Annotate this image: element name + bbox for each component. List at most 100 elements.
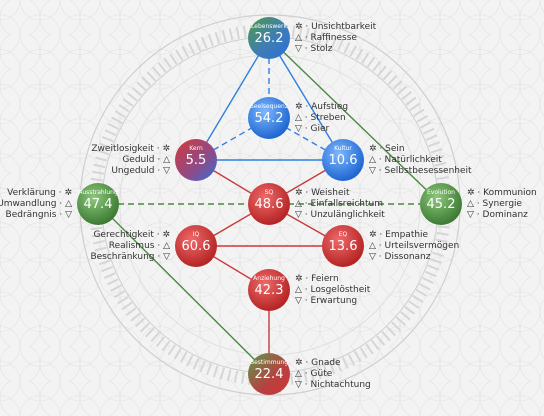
- node-labels-eq: ✲ · Empathie △ · Urteilsvermögen ▽ · Disso…: [369, 230, 459, 263]
- node-title-kultur: Kultur: [334, 145, 352, 152]
- sun-label: ✲ · Unsichtbarkeit: [295, 22, 377, 32]
- sun-label: ✲ · Kommunion: [467, 188, 537, 198]
- triangle-down-icon: ▽: [295, 44, 302, 54]
- sun-label: ✲ · Aufstieg: [295, 102, 349, 112]
- sun-label: Verklärung · ✲: [7, 188, 72, 198]
- node-labels-ausstrahlung: Verklärung · ✲ Umwandlung · △ Bedrängnis ·…: [0, 188, 72, 221]
- node-title-lebenswerk: Lebenswerk: [251, 23, 287, 30]
- triangle-down-icon: ▽: [369, 252, 376, 262]
- label-text: Raffinesse: [310, 33, 357, 43]
- node-value-lebenswerk: 26.2: [254, 31, 284, 46]
- edge-lebenswerk-evolution: [268, 37, 442, 205]
- label-text: Verklärung: [7, 188, 56, 198]
- triangle-down-label: Ungeduld · ▽: [111, 166, 170, 176]
- node-title-kern: Kern: [189, 145, 203, 152]
- label-text: Unsichtbarkeit: [311, 22, 377, 32]
- sun-label: ✲ · Sein: [369, 144, 405, 154]
- label-text: Geduld: [122, 155, 155, 165]
- node-value-ausstrahlung: 47.4: [83, 197, 113, 212]
- triangle-up-label: △ · Synergie: [467, 199, 523, 209]
- node-value-kultur: 10.6: [328, 153, 358, 168]
- node-title-eq: EQ: [338, 231, 348, 238]
- triangle-down-label: ▽ · Unzulänglichkeit: [295, 210, 385, 220]
- triangle-up-label: △ · Natürlichkeit: [369, 155, 442, 165]
- triangle-up-label: Geduld · △: [122, 155, 170, 165]
- nodes: [77, 17, 462, 395]
- node-value-iq: 60.6: [181, 239, 211, 254]
- label-text: Feiern: [311, 274, 339, 284]
- triangle-down-icon: ▽: [295, 210, 302, 220]
- node-eq[interactable]: [322, 225, 364, 267]
- triangle-up-icon: △: [467, 199, 474, 209]
- node-seelsequenz[interactable]: [248, 97, 290, 139]
- node-title-seelsequenz: Seelsequenz: [250, 103, 288, 110]
- label-text: Nichtachtung: [310, 380, 371, 390]
- triangle-up-label: Umwandlung · △: [0, 199, 72, 210]
- label-text: Einfallsreichtum: [310, 199, 383, 209]
- node-value-kern: 5.5: [185, 153, 207, 168]
- triangle-up-icon: △: [295, 285, 302, 295]
- label-text: Dissonanz: [384, 252, 431, 262]
- label-text: Stolz: [310, 44, 333, 54]
- triangle-down-label: ▽ · Dominanz: [467, 210, 528, 220]
- sun-icon: ✲: [64, 188, 72, 198]
- node-labels-bestimmung: ✲ · Gnade △ · Güte ▽ · Nichtachtung: [295, 358, 371, 391]
- node-sq[interactable]: [248, 183, 290, 225]
- label-text: Weisheit: [311, 188, 350, 198]
- triangle-up-icon: △: [295, 113, 302, 123]
- label-text: Gnade: [311, 358, 341, 368]
- node-kern[interactable]: [175, 139, 217, 181]
- node-kultur[interactable]: [322, 139, 364, 181]
- sun-label: ✲ · Weisheit: [295, 188, 350, 198]
- sun-label: ✲ · Feiern: [295, 274, 339, 284]
- node-iq[interactable]: [175, 225, 217, 267]
- node-title-ausstrahlung: Ausstrahlung: [78, 189, 118, 196]
- triangle-up-icon: △: [295, 369, 302, 379]
- triangle-down-icon: ▽: [467, 210, 474, 220]
- node-value-sq: 48.6: [254, 197, 284, 212]
- triangle-down-icon: ▽: [163, 252, 170, 262]
- label-text: Ungeduld: [111, 166, 155, 176]
- triangle-up-icon: △: [369, 155, 376, 165]
- sun-icon: ✲: [369, 230, 377, 240]
- triangle-up-icon: △: [163, 241, 170, 251]
- sun-label: Zweitlosigkeit · ✲: [91, 144, 170, 154]
- triangle-down-icon: ▽: [369, 166, 376, 176]
- node-value-eq: 13.6: [328, 239, 358, 254]
- node-labels-evolution: ✲ · Kommunion △ · Synergie ▽ · Dominanz: [467, 188, 537, 221]
- edge-lebenswerk-kern: [195, 37, 270, 161]
- triangle-down-icon: ▽: [295, 380, 302, 390]
- triangle-up-icon: △: [295, 199, 302, 209]
- triangle-up-label: △ · Streben: [295, 113, 346, 123]
- triangle-down-label: Beschränkung · ▽: [90, 252, 170, 262]
- triangle-down-icon: ▽: [295, 296, 302, 306]
- label-text: Losgelöstheit: [310, 285, 371, 295]
- node-ausstrahlung[interactable]: [77, 183, 119, 225]
- triangle-down-label: ▽ · Selbstbesessenheit: [369, 166, 472, 176]
- sun-label: ✲ · Gnade: [295, 358, 341, 368]
- sun-icon: ✲: [369, 144, 377, 154]
- label-text: Zweitlosigkeit: [91, 144, 154, 154]
- triangle-up-label: △ · Raffinesse: [295, 33, 357, 43]
- edge-lebenswerk-kultur: [268, 37, 344, 161]
- sun-icon: ✲: [295, 188, 303, 198]
- sun-icon: ✲: [295, 22, 303, 32]
- node-labels-lebenswerk: ✲ · Unsichtbarkeit △ · Raffinesse ▽ · Stol…: [295, 22, 376, 55]
- node-lebenswerk[interactable]: [248, 17, 290, 59]
- label-text: Aufstieg: [311, 102, 349, 112]
- node-bestimmung[interactable]: [248, 353, 290, 395]
- node-anziehung[interactable]: [248, 269, 290, 311]
- triangle-up-icon: △: [163, 155, 170, 165]
- node-title-evolution: Evolution: [427, 189, 455, 196]
- node-value-evolution: 45.2: [426, 197, 456, 212]
- triangle-up-icon: △: [65, 199, 72, 209]
- node-evolution[interactable]: [420, 183, 462, 225]
- label-text: Umwandlung: [0, 199, 57, 209]
- triangle-up-label: Realismus · △: [108, 241, 170, 251]
- label-text: Güte: [310, 369, 333, 379]
- label-text: Realismus: [108, 241, 155, 251]
- label-text: Beschränkung: [90, 252, 155, 262]
- node-labels-sq: ✲ · Weisheit △ · Einfallsreichtum ▽ · Unzu…: [295, 188, 385, 221]
- label-text: Gerechtigkeit: [93, 230, 154, 240]
